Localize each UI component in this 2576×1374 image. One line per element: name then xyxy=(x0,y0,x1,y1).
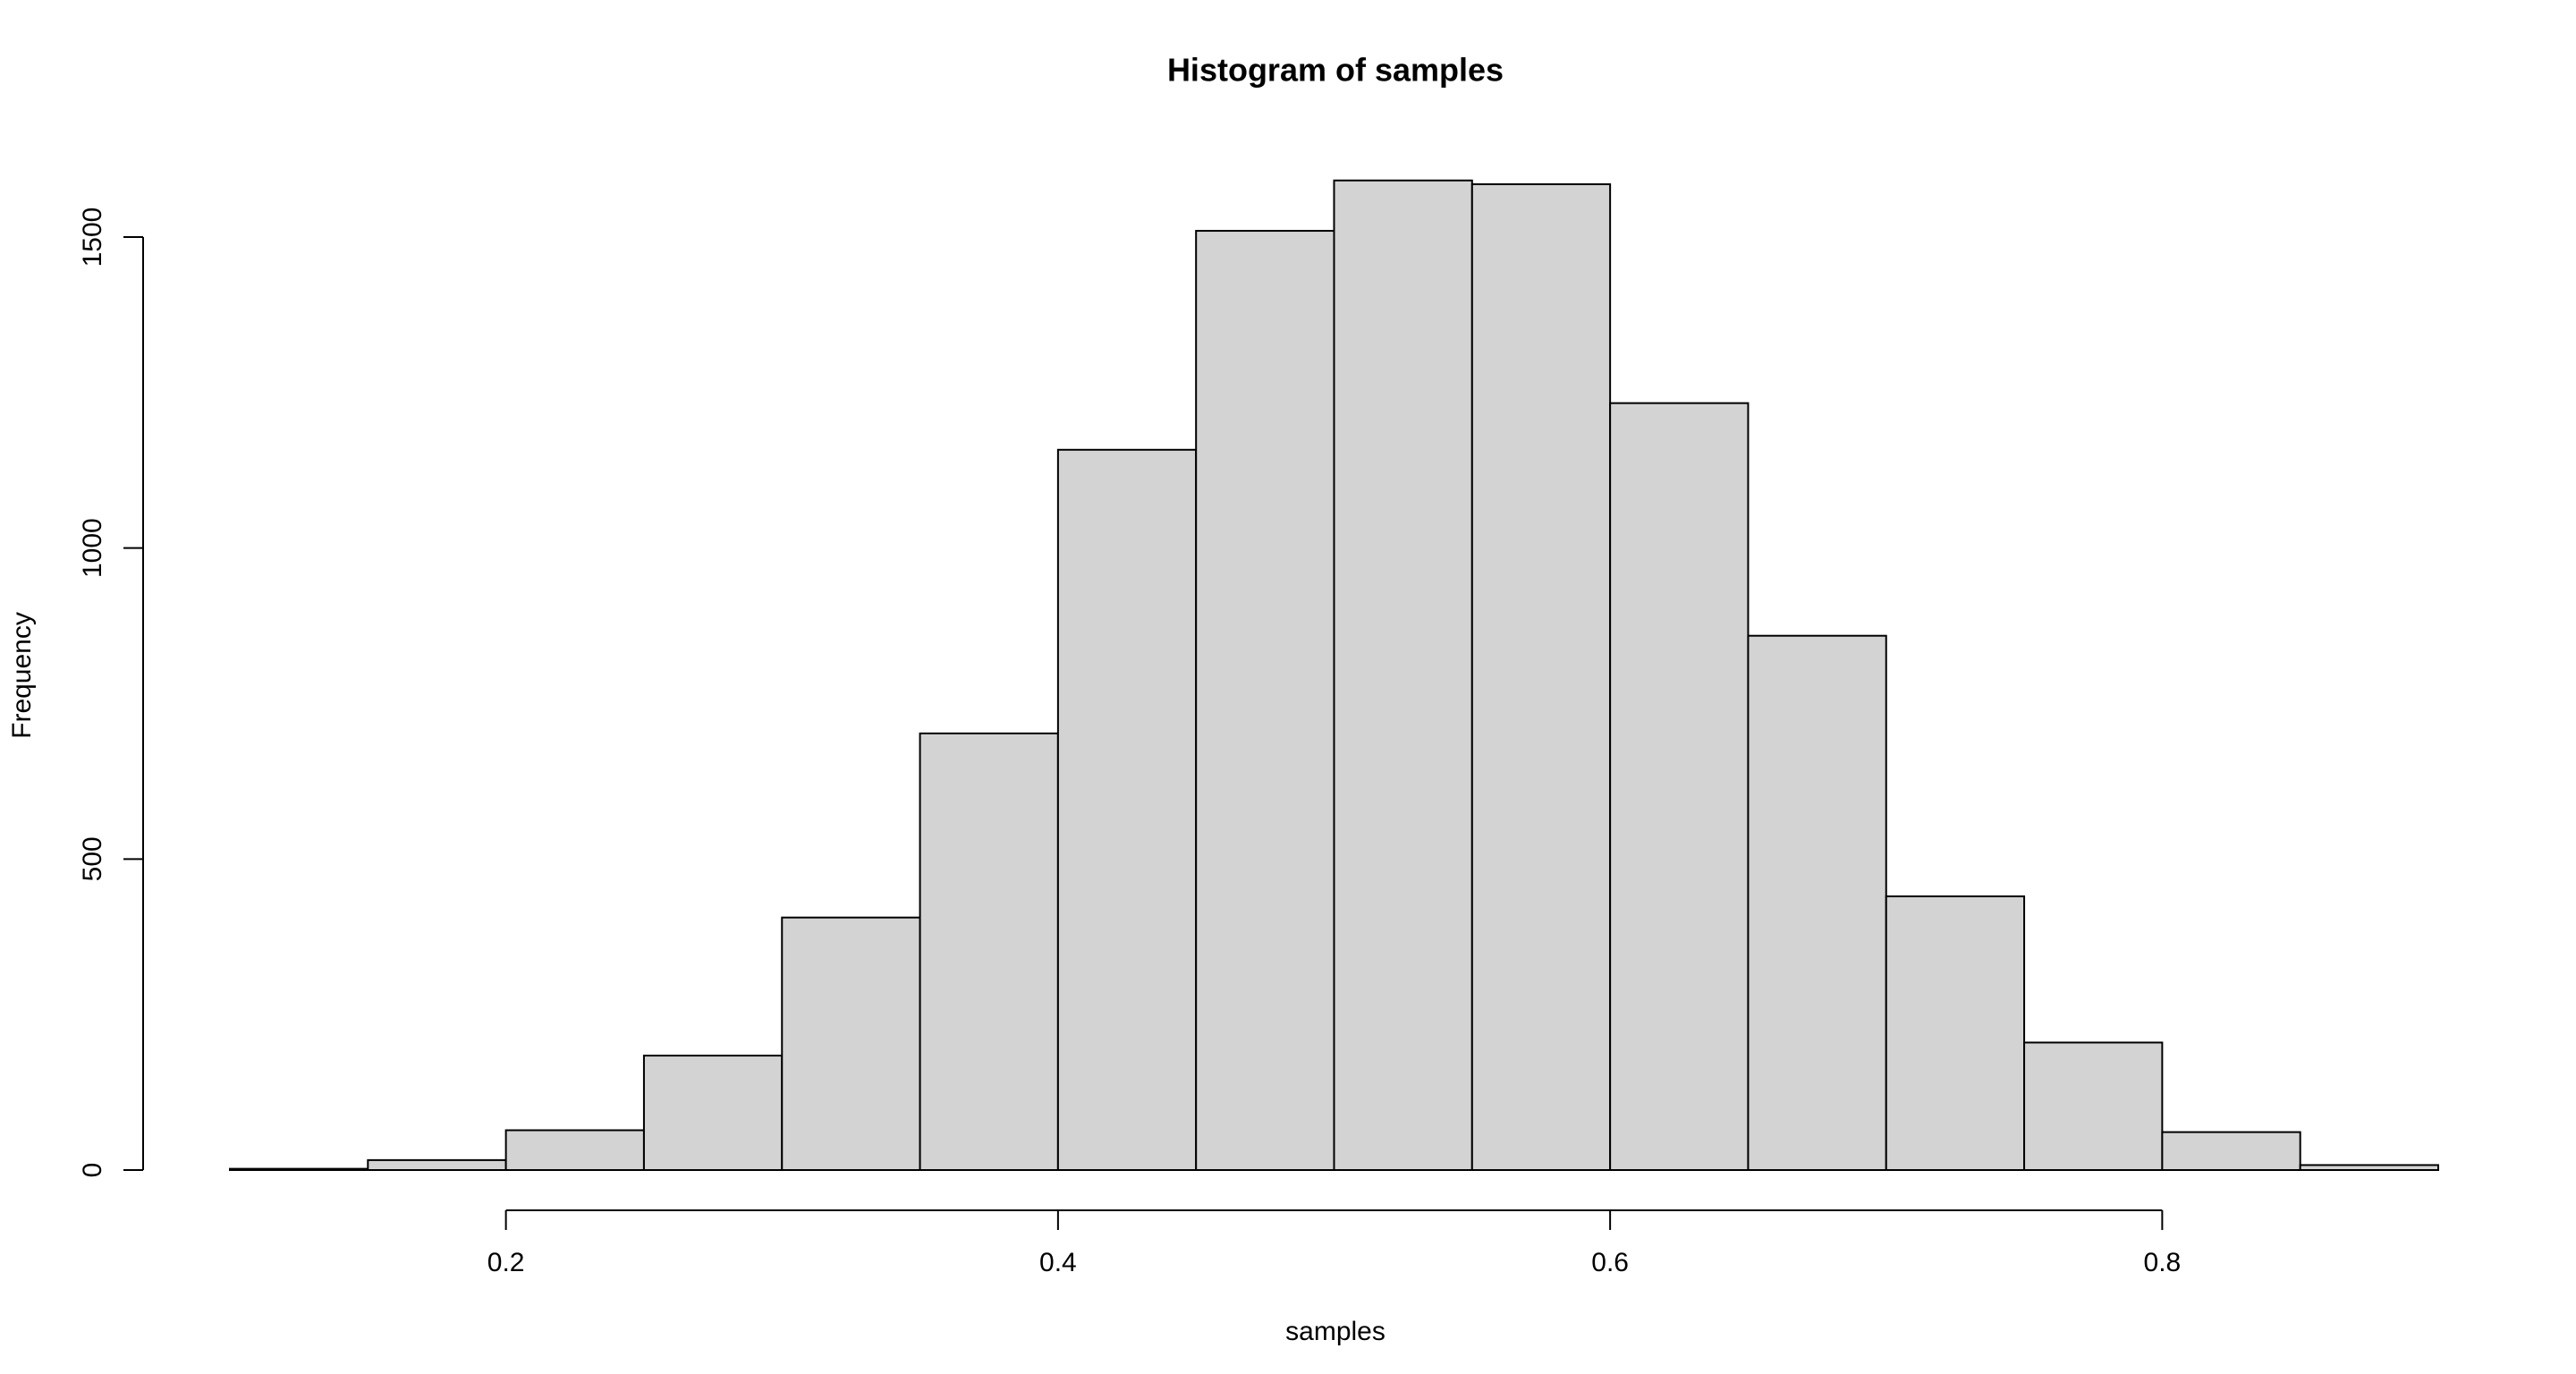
x-axis-label: samples xyxy=(1285,1317,1385,1346)
y-tick-label: 1000 xyxy=(78,518,107,578)
bar xyxy=(1885,895,2026,1171)
x-tick-label: 0.8 xyxy=(2144,1248,2182,1277)
bar xyxy=(781,916,921,1172)
bar xyxy=(1056,448,1198,1171)
x-tick-label: 0.4 xyxy=(1039,1248,1077,1277)
x-tick-label: 0.2 xyxy=(487,1248,525,1277)
bar xyxy=(642,1055,784,1172)
bar xyxy=(1195,230,1335,1172)
bar xyxy=(1333,179,1473,1172)
y-tick-label: 500 xyxy=(78,836,107,881)
bar xyxy=(2161,1131,2301,1172)
bar xyxy=(919,732,1059,1171)
bar xyxy=(1747,634,1887,1171)
bar xyxy=(504,1129,645,1171)
chart-title: Histogram of samples xyxy=(1167,52,1504,89)
y-tick-label: 0 xyxy=(78,1163,107,1178)
bar xyxy=(229,1167,369,1172)
y-axis-label: Frequency xyxy=(7,612,37,739)
bar xyxy=(2023,1041,2164,1171)
bar xyxy=(367,1158,507,1171)
bar xyxy=(2299,1164,2439,1172)
y-tick-label: 1500 xyxy=(78,208,107,267)
bar xyxy=(1609,402,1750,1171)
bar xyxy=(1470,182,1612,1172)
x-tick-label: 0.6 xyxy=(1591,1248,1629,1277)
